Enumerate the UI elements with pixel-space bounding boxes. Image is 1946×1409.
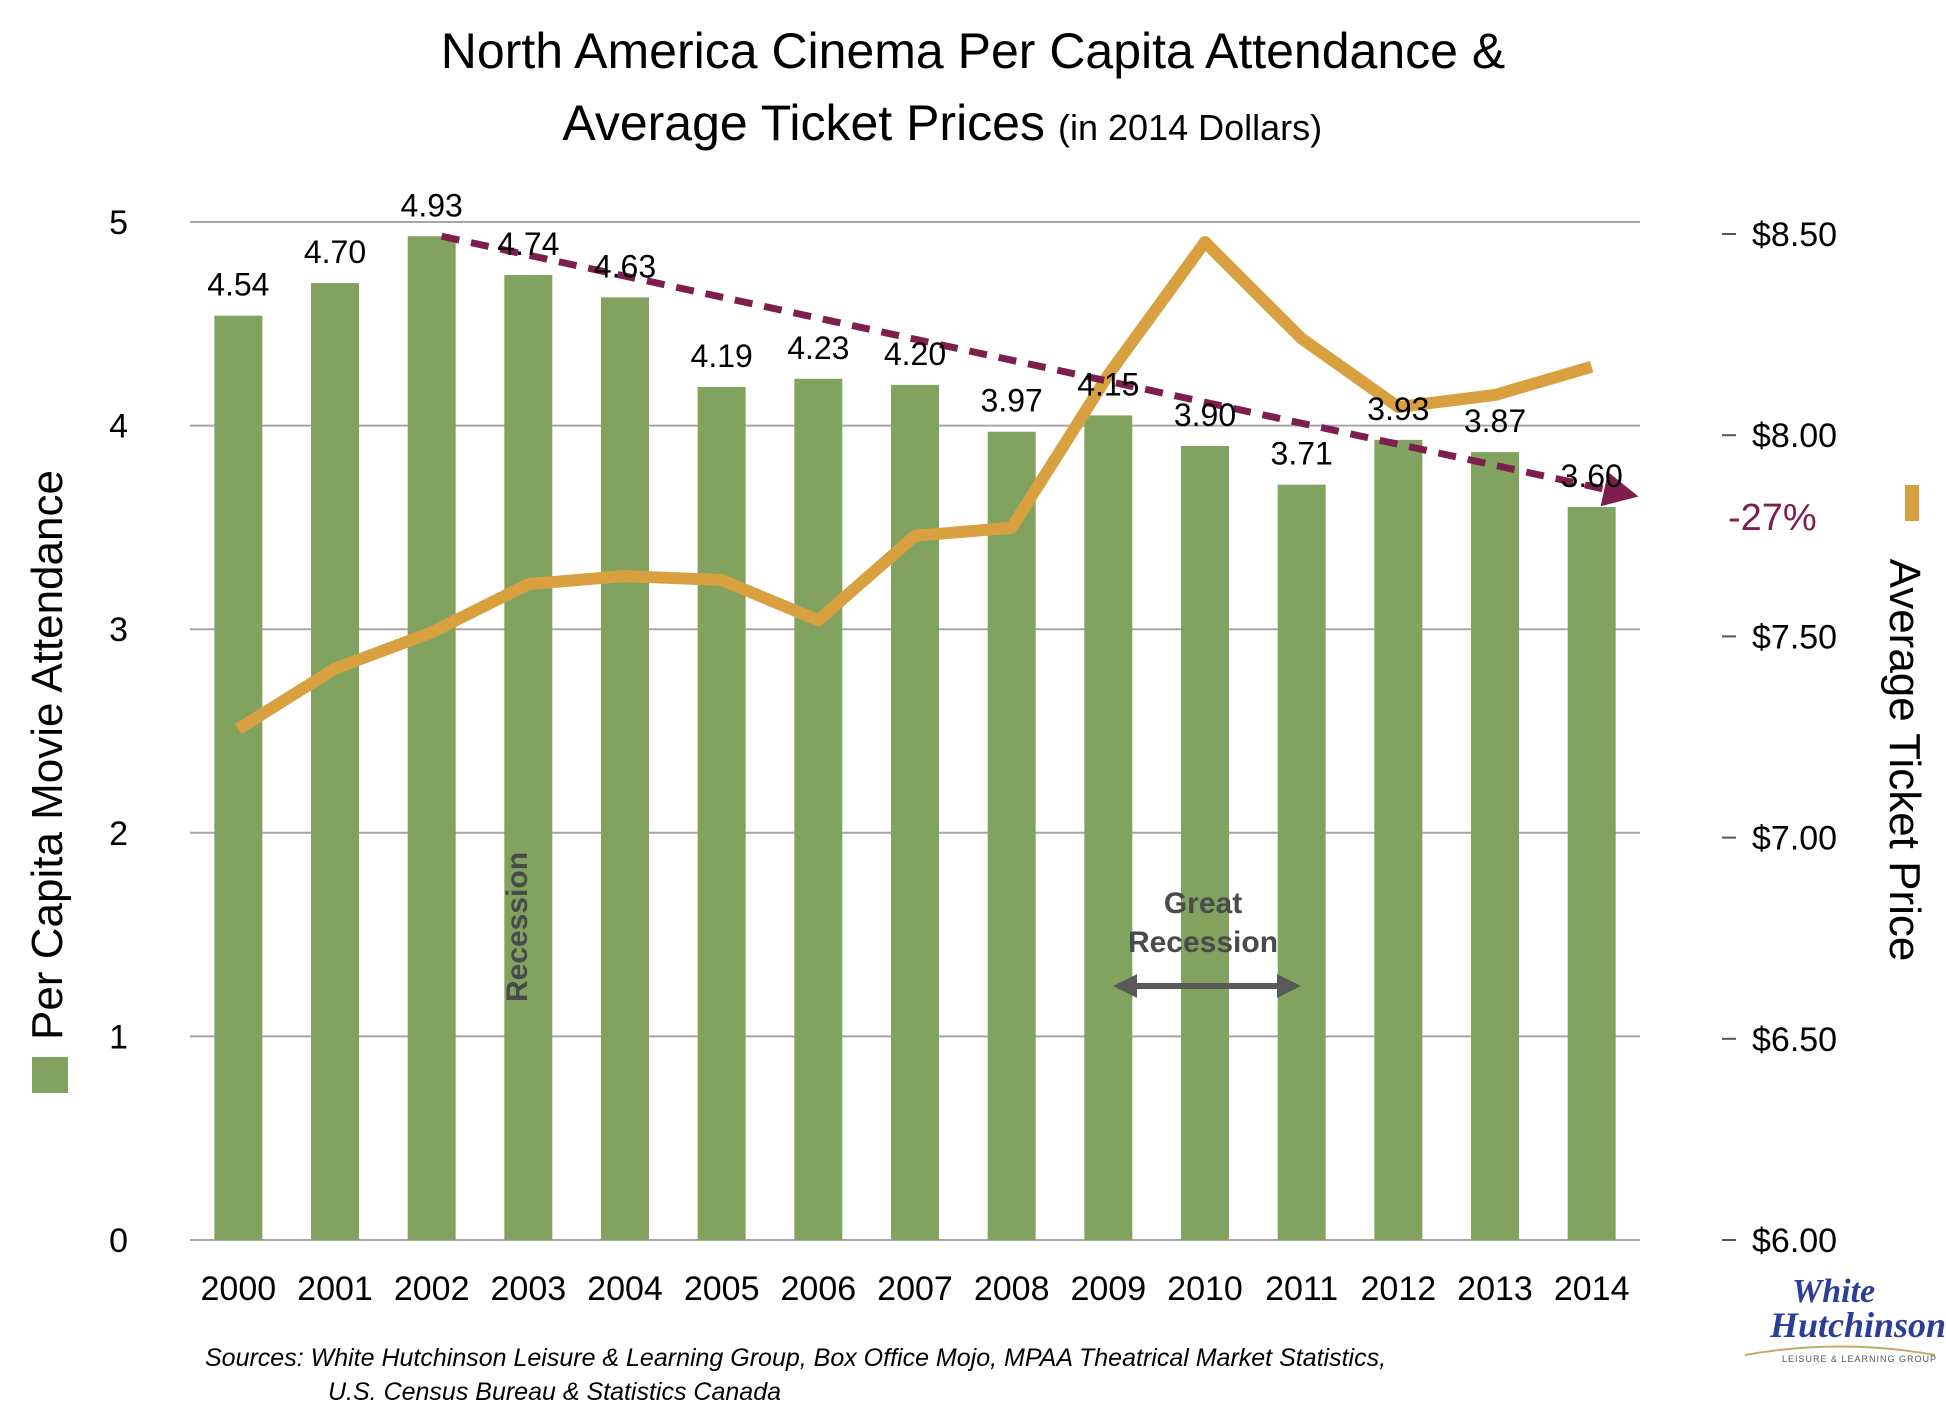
bar-2006 xyxy=(794,378,843,1241)
sources-line2: U.S. Census Bureau & Statistics Canada xyxy=(328,1378,781,1406)
bar-label-2012: 3.93 xyxy=(1367,391,1429,427)
left-axis-title: Per Capita Movie Attendance xyxy=(23,470,72,1040)
bar-label-2007: 4.20 xyxy=(884,336,946,372)
ticket-price-line xyxy=(235,236,1594,735)
bar-2001 xyxy=(311,283,359,1241)
attendance-bars xyxy=(214,236,1616,1241)
bar-label-2001: 4.70 xyxy=(304,234,366,270)
x-label-2001: 2001 xyxy=(297,1270,373,1308)
great-recession-annotation-line2: Recession xyxy=(1128,926,1278,959)
bar-label-2011: 3.71 xyxy=(1271,436,1333,472)
chart-title-line1: North America Cinema Per Capita Attendan… xyxy=(441,23,1505,79)
bar-label-2014: 3.60 xyxy=(1561,458,1623,494)
bar-2000 xyxy=(214,315,263,1240)
left-tick-label: 0 xyxy=(109,1222,128,1260)
bar-label-2004: 4.63 xyxy=(594,248,656,284)
bar-2003 xyxy=(504,274,553,1240)
bar-2013 xyxy=(1471,452,1519,1240)
x-label-2002: 2002 xyxy=(394,1270,470,1308)
x-label-2000: 2000 xyxy=(201,1270,277,1308)
x-label-2006: 2006 xyxy=(781,1270,857,1308)
bar-2014 xyxy=(1567,507,1616,1240)
great-recession-annotation-line1: Great xyxy=(1164,887,1242,920)
left-tick-label: 1 xyxy=(109,1018,128,1056)
attendance-legend-swatch xyxy=(32,1057,68,1093)
x-label-2007: 2007 xyxy=(877,1270,953,1308)
bar-label-2002: 4.93 xyxy=(401,187,463,223)
x-label-2005: 2005 xyxy=(684,1270,760,1308)
right-tick-label: $6.00 xyxy=(1752,1222,1837,1260)
x-label-2009: 2009 xyxy=(1071,1270,1147,1308)
recession-annotation: Recession xyxy=(501,852,534,1002)
bar-2010 xyxy=(1181,445,1229,1241)
bar-label-2005: 4.19 xyxy=(691,338,753,374)
x-label-2012: 2012 xyxy=(1361,1270,1437,1308)
bar-label-2000: 4.54 xyxy=(207,267,269,303)
ticket-price-series xyxy=(235,236,1594,735)
bar-2005 xyxy=(697,386,746,1240)
bar-2008 xyxy=(987,431,1036,1240)
logo-ribbon-text: LEISURE & LEARNING GROUP xyxy=(1782,1354,1937,1364)
bar-2002 xyxy=(407,236,456,1240)
white-hutchinson-logo: White Hutchinson LEISURE & LEARNING GROU… xyxy=(1744,1273,1946,1364)
left-tick-label: 2 xyxy=(109,815,128,853)
bar-2012 xyxy=(1374,439,1423,1240)
sources-line1: Sources: White Hutchinson Leisure & Lear… xyxy=(205,1344,1386,1372)
x-label-2004: 2004 xyxy=(587,1270,663,1308)
right-axis-ticks: $6.00 $6.50 $7.00 $7.50 $8.00 $8.50 xyxy=(1722,216,1837,1260)
bar-data-labels: 4.54 4.70 4.93 4.74 4.63 4.19 4.23 4.20 3.97 4.15… xyxy=(207,187,1623,494)
x-label-2010: 2010 xyxy=(1167,1270,1243,1308)
right-tick-label: $7.00 xyxy=(1752,820,1837,858)
ticket-price-legend-swatch xyxy=(1905,485,1919,521)
trend-line xyxy=(440,232,1639,507)
trend-percent-label: -27% xyxy=(1728,497,1817,539)
right-axis-title: Average Ticket Price xyxy=(1880,559,1929,962)
bar-label-2003: 4.74 xyxy=(497,226,559,262)
bar-label-2006: 4.23 xyxy=(787,330,849,366)
right-tick-label: $6.50 xyxy=(1752,1021,1837,1059)
right-tick-label: $7.50 xyxy=(1752,618,1837,656)
x-label-2011: 2011 xyxy=(1265,1270,1338,1308)
x-label-2014: 2014 xyxy=(1554,1270,1630,1308)
bar-2009 xyxy=(1084,415,1133,1240)
x-label-2013: 2013 xyxy=(1457,1270,1533,1308)
bar-label-2013: 3.87 xyxy=(1464,403,1526,439)
left-tick-label: 5 xyxy=(109,204,128,242)
left-axis-ticks: 0 1 2 3 4 5 xyxy=(109,204,128,1260)
right-tick-label: $8.00 xyxy=(1752,417,1837,455)
bar-2004 xyxy=(601,297,649,1240)
x-label-2008: 2008 xyxy=(974,1270,1050,1308)
chart-subtitle: (in 2014 Dollars) xyxy=(1058,107,1322,148)
logo-ribbon-icon xyxy=(1744,1345,1936,1356)
bar-label-2010: 3.90 xyxy=(1174,397,1236,433)
chart-title-line2: Average Ticket Prices xyxy=(562,95,1045,151)
logo-white: White xyxy=(1792,1273,1875,1310)
left-tick-label: 3 xyxy=(109,611,128,649)
bar-2011 xyxy=(1277,484,1326,1240)
bar-label-2008: 3.97 xyxy=(981,383,1043,419)
right-tick-label: $8.50 xyxy=(1752,216,1837,254)
bar-label-2009: 4.15 xyxy=(1077,366,1139,402)
left-tick-label: 4 xyxy=(109,408,128,446)
logo-hutchinson: Hutchinson xyxy=(1769,1305,1946,1345)
x-label-2003: 2003 xyxy=(491,1270,567,1308)
bar-2007 xyxy=(891,384,939,1240)
x-axis-labels: 2000 2001 2002 2003 2004 2005 2006 2007 2008 2009… xyxy=(201,1270,1630,1308)
